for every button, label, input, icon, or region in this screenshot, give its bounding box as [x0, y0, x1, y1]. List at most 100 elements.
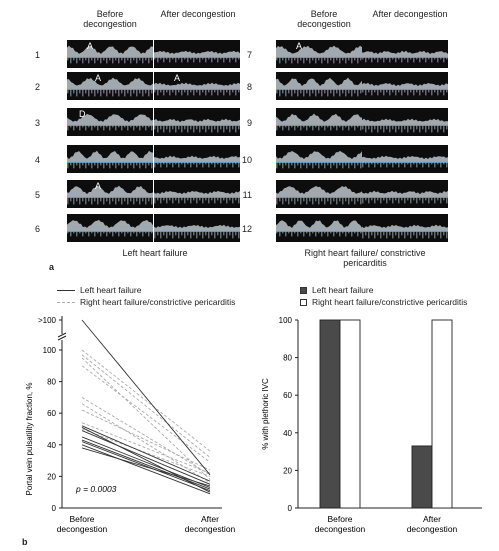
row-number: 11: [242, 190, 252, 200]
y-tick-label: 20: [47, 472, 56, 481]
right-group-caption: Right heart failure/ constrictive perica…: [304, 248, 426, 268]
left-before-header: Before decongestion: [83, 9, 137, 29]
legend-left-heart-failure: Left heart failure: [57, 285, 141, 295]
series-line-right-heart-failure: [81, 357, 211, 480]
x-tick-label-line2: decongestion: [315, 524, 366, 534]
bar-legend-right: Right heart failure/constrictive pericar…: [300, 297, 467, 307]
waveform-marker: A: [87, 41, 94, 51]
legend-right-heart-failure: Right heart failure/constrictive pericar…: [57, 297, 235, 307]
waveform-before-10: [276, 145, 362, 173]
series-line-left-heart-failure: [81, 444, 211, 495]
row-number: 9: [246, 118, 252, 128]
pulsatility-line-chart: 0 20 40 60 80 100 >100 Portal vein pulsatility …: [25, 316, 236, 534]
waveform-marker: A: [296, 41, 303, 51]
y-tick-label: 80: [283, 354, 292, 363]
series-line-left-heart-failure: [81, 447, 211, 487]
series-line-left-heart-failure: [81, 427, 211, 493]
bar-legend-left: Left heart failure: [300, 285, 373, 295]
series-line-left-heart-failure: [81, 439, 211, 490]
row-number: 6: [34, 224, 40, 234]
series-line-right-heart-failure: [81, 403, 211, 484]
waveform-after-6: [154, 214, 240, 242]
y-tick-label: 100: [43, 346, 57, 355]
waveform-before-12: [276, 214, 362, 242]
waveform-before-7: A: [276, 40, 362, 68]
row-number: 2: [34, 82, 40, 92]
x-tick-label-line1: After: [423, 514, 441, 524]
waveform-after-9: [362, 108, 448, 136]
x-tick-label-line2: decongestion: [185, 524, 236, 534]
row-number: 10: [241, 155, 252, 165]
waveform-before-1: A: [67, 40, 153, 68]
legend-right-label: Right heart failure/constrictive pericar…: [80, 297, 236, 307]
waveform-marker: A: [174, 73, 181, 83]
waveform-after-3: [154, 108, 240, 136]
row-number: 12: [241, 224, 252, 234]
y-axis-title: % with plethoric IVC: [261, 378, 270, 450]
series-line-left-heart-failure: [81, 436, 211, 488]
series-line-right-heart-failure: [81, 409, 211, 471]
axis-break-mark: [57, 332, 67, 341]
left-after-header: After decongestion: [160, 9, 236, 19]
waveform-before-5: A: [67, 180, 153, 208]
y-tick-label: 80: [47, 378, 56, 387]
row-number: 4: [34, 155, 40, 165]
row-number: 3: [34, 118, 40, 128]
bar-left-heart-failure: [319, 319, 341, 509]
panel-a-label: a: [49, 262, 55, 272]
row-number: 5: [34, 190, 40, 200]
waveform-marker: A: [95, 181, 102, 191]
series-line-left-heart-failure: [81, 319, 211, 476]
y-axis-title: Portal vein pulsatility fraction, %: [25, 383, 34, 496]
right-after-header: After decongestion: [372, 9, 448, 19]
waveform-after-11: [362, 180, 448, 208]
series-line-left-heart-failure: [81, 425, 211, 482]
y-tick-label: 0: [52, 504, 57, 513]
y-tick-label: 0: [288, 504, 293, 513]
legend-left-label: Left heart failure: [80, 285, 142, 295]
waveform-after-8: [362, 72, 448, 100]
x-tick-label-line1: Before: [69, 514, 94, 524]
legend-white-box-icon: [300, 298, 307, 306]
series-line-left-heart-failure: [81, 441, 211, 492]
y-tick-label: 40: [47, 441, 56, 450]
series-line-right-heart-failure: [81, 354, 211, 458]
left-group-caption: Left heart failure: [122, 248, 188, 258]
x-tick-label-line2: decongestion: [407, 524, 458, 534]
series-line-right-heart-failure: [81, 349, 211, 452]
waveform-marker: D: [79, 109, 86, 119]
p-value-annotation: p = 0.0003: [75, 484, 117, 494]
waveform-before-8: [276, 72, 362, 100]
waveform-after-7: [362, 40, 448, 68]
bar-legend-left-label: Left heart failure: [312, 285, 374, 295]
waveform-after-2: A: [154, 72, 240, 100]
series-line-right-heart-failure: [81, 365, 211, 463]
waveform-after-4: [154, 145, 240, 173]
series-line-left-heart-failure: [81, 430, 211, 485]
legend-solid-line-icon: [57, 289, 75, 291]
legend-dark-box-icon: [300, 286, 307, 294]
x-tick-label-line2: decongestion: [57, 524, 108, 534]
y-tick-label: 100: [279, 316, 293, 325]
waveform-before-11: [276, 180, 362, 208]
row-number: 8: [246, 82, 252, 92]
row-number: 1: [34, 50, 40, 60]
waveform-before-2: A: [67, 72, 153, 100]
waveform-before-4: [67, 145, 153, 173]
waveform-after-10: [362, 145, 448, 173]
waveform-before-6: [67, 214, 153, 242]
series-line-right-heart-failure: [81, 422, 211, 474]
waveform-after-12: [362, 214, 448, 242]
y-tick-label-break: >100: [38, 316, 57, 325]
bar-right-heart-failure: [431, 319, 453, 509]
x-tick-label-line1: After: [201, 514, 219, 524]
bar-left-heart-failure: [411, 445, 433, 509]
bar-legend-right-label: Right heart failure/constrictive pericar…: [312, 297, 468, 307]
waveform-before-9: [276, 108, 362, 136]
waveform-before-3: D: [67, 108, 153, 136]
x-tick-label-line1: Before: [327, 514, 352, 524]
bar-right-heart-failure: [339, 319, 361, 509]
y-tick-label: 60: [283, 391, 292, 400]
legend-dashed-line-icon: [57, 301, 75, 303]
series-line-right-heart-failure: [81, 428, 211, 477]
